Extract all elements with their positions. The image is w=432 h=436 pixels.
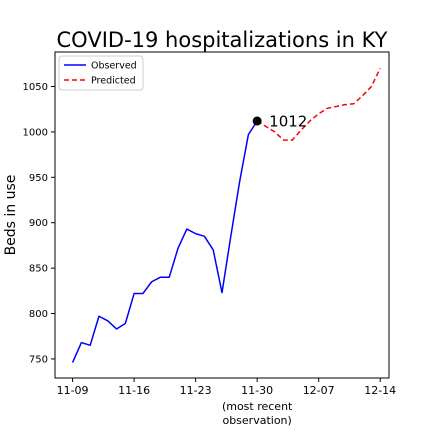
annotation-dot xyxy=(252,116,262,126)
x-tick-label: 12-14 xyxy=(364,384,396,397)
y-tick-label: 800 xyxy=(29,309,48,320)
x-tick-label: 11-23 xyxy=(180,384,212,397)
x-tick-label: 11-16 xyxy=(118,384,150,397)
legend-label-predicted: Predicted xyxy=(91,76,136,87)
y-tick-label: 950 xyxy=(29,173,48,184)
series-line-predicted xyxy=(256,68,381,141)
legend-label-observed: Observed xyxy=(91,61,137,72)
x-tick-label: 12-07 xyxy=(303,384,335,397)
series-line-observed xyxy=(71,120,258,363)
y-tick-label: 900 xyxy=(29,218,48,229)
axes: 750 800 850 900 950 1000 1050 11-09 11-16 11-23 11… xyxy=(23,51,396,427)
x-tick-sublabel: observation) xyxy=(222,414,291,427)
x-tick-label: 11-09 xyxy=(57,384,89,397)
y-tick-label: 850 xyxy=(29,264,48,275)
legend: Observed Predicted xyxy=(58,55,144,91)
y-tick-label: 1000 xyxy=(23,127,48,138)
y-tick-label: 1050 xyxy=(23,82,48,93)
plot-frame xyxy=(54,51,390,379)
x-tick-label: 11-30 xyxy=(241,384,273,397)
y-axis-label: Beds in use xyxy=(3,175,19,256)
chart-title: COVID-19 hospitalizations in KY xyxy=(57,28,388,52)
x-tick-sublabel: (most recent xyxy=(222,400,293,413)
plot-area: 1012 xyxy=(71,68,381,363)
y-tick-label: 750 xyxy=(29,354,48,365)
annotation-label: 1012 xyxy=(269,113,307,131)
